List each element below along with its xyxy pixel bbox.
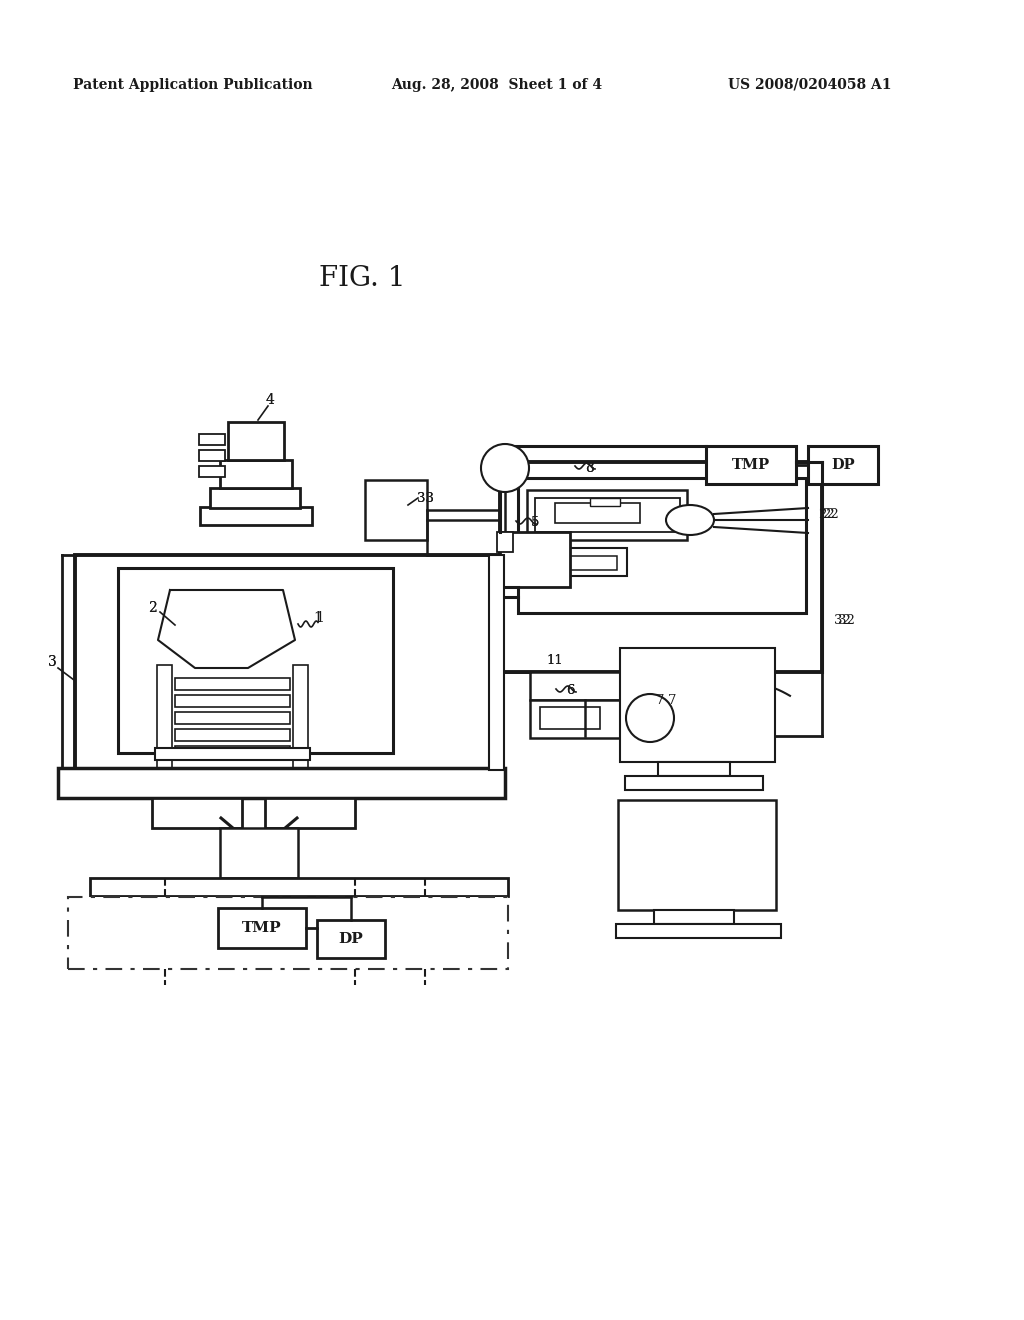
Bar [489,554,504,770]
Bar [706,446,796,484]
Bar [199,450,225,461]
Bar [808,446,878,484]
Bar [152,799,242,828]
Text: 32: 32 [838,614,855,627]
Text: 8: 8 [586,461,594,475]
Bar [555,503,640,523]
Text: 3: 3 [48,655,56,669]
Bar [654,909,734,924]
Bar [540,708,600,729]
Bar [293,665,308,780]
Text: 33: 33 [417,491,433,504]
Text: 6: 6 [565,684,574,697]
Text: 4: 4 [265,393,274,407]
Bar [620,648,775,762]
Bar [175,711,290,723]
Bar [155,748,310,760]
Text: 22: 22 [818,508,835,521]
Bar [175,729,290,741]
Bar [530,700,630,738]
Bar [618,800,776,909]
Text: TMP: TMP [732,458,770,473]
Bar [157,665,172,780]
Text: 32: 32 [834,614,851,627]
Text: 6: 6 [565,684,574,697]
Bar [527,548,627,576]
Bar [365,480,427,540]
Bar [265,799,355,828]
Text: 11: 11 [547,653,563,667]
Bar [75,554,500,770]
Text: 1: 1 [315,611,325,624]
Bar [625,776,763,789]
Circle shape [626,694,674,742]
Text: Aug. 28, 2008  Sheet 1 of 4: Aug. 28, 2008 Sheet 1 of 4 [391,78,602,92]
Text: 22: 22 [822,508,839,521]
Bar [218,908,306,948]
Bar [90,878,508,896]
Text: 3: 3 [48,655,56,669]
Bar [530,672,640,700]
Bar [500,532,570,587]
Text: 7: 7 [655,693,665,706]
Text: DP: DP [831,458,855,473]
Bar [175,746,290,758]
Bar [590,498,620,506]
Text: 11: 11 [547,653,563,667]
Bar [317,920,385,958]
Bar [535,498,680,532]
Bar [68,898,508,969]
Bar [500,462,822,672]
Bar [175,696,290,708]
Bar [658,762,730,776]
Bar [220,459,292,488]
Text: 7: 7 [668,693,676,706]
Bar [628,649,768,760]
Text: TMP: TMP [243,921,282,935]
Circle shape [481,444,529,492]
Bar [58,768,505,799]
Text: US 2008/0204058 A1: US 2008/0204058 A1 [728,78,892,92]
Text: 2: 2 [147,601,157,615]
Bar [199,466,225,477]
Bar [175,678,290,690]
Text: 2: 2 [147,601,157,615]
Bar [535,556,617,570]
Bar [497,532,513,552]
Text: 1: 1 [313,611,323,624]
Bar [220,828,298,878]
Text: 33: 33 [417,491,433,504]
Bar [199,434,225,445]
Text: 8: 8 [586,461,594,475]
Bar [118,568,393,752]
Bar [210,488,300,508]
Text: 5: 5 [530,516,540,528]
Bar [228,422,284,459]
Ellipse shape [666,506,714,535]
Text: FIG. 1: FIG. 1 [318,264,406,292]
Bar [200,507,312,525]
Bar [616,924,781,939]
Bar [518,478,806,612]
Text: 4: 4 [265,393,274,407]
Bar [527,490,687,540]
Text: DP: DP [339,932,364,946]
Text: Patent Application Publication: Patent Application Publication [73,78,312,92]
Text: 5: 5 [530,516,540,528]
